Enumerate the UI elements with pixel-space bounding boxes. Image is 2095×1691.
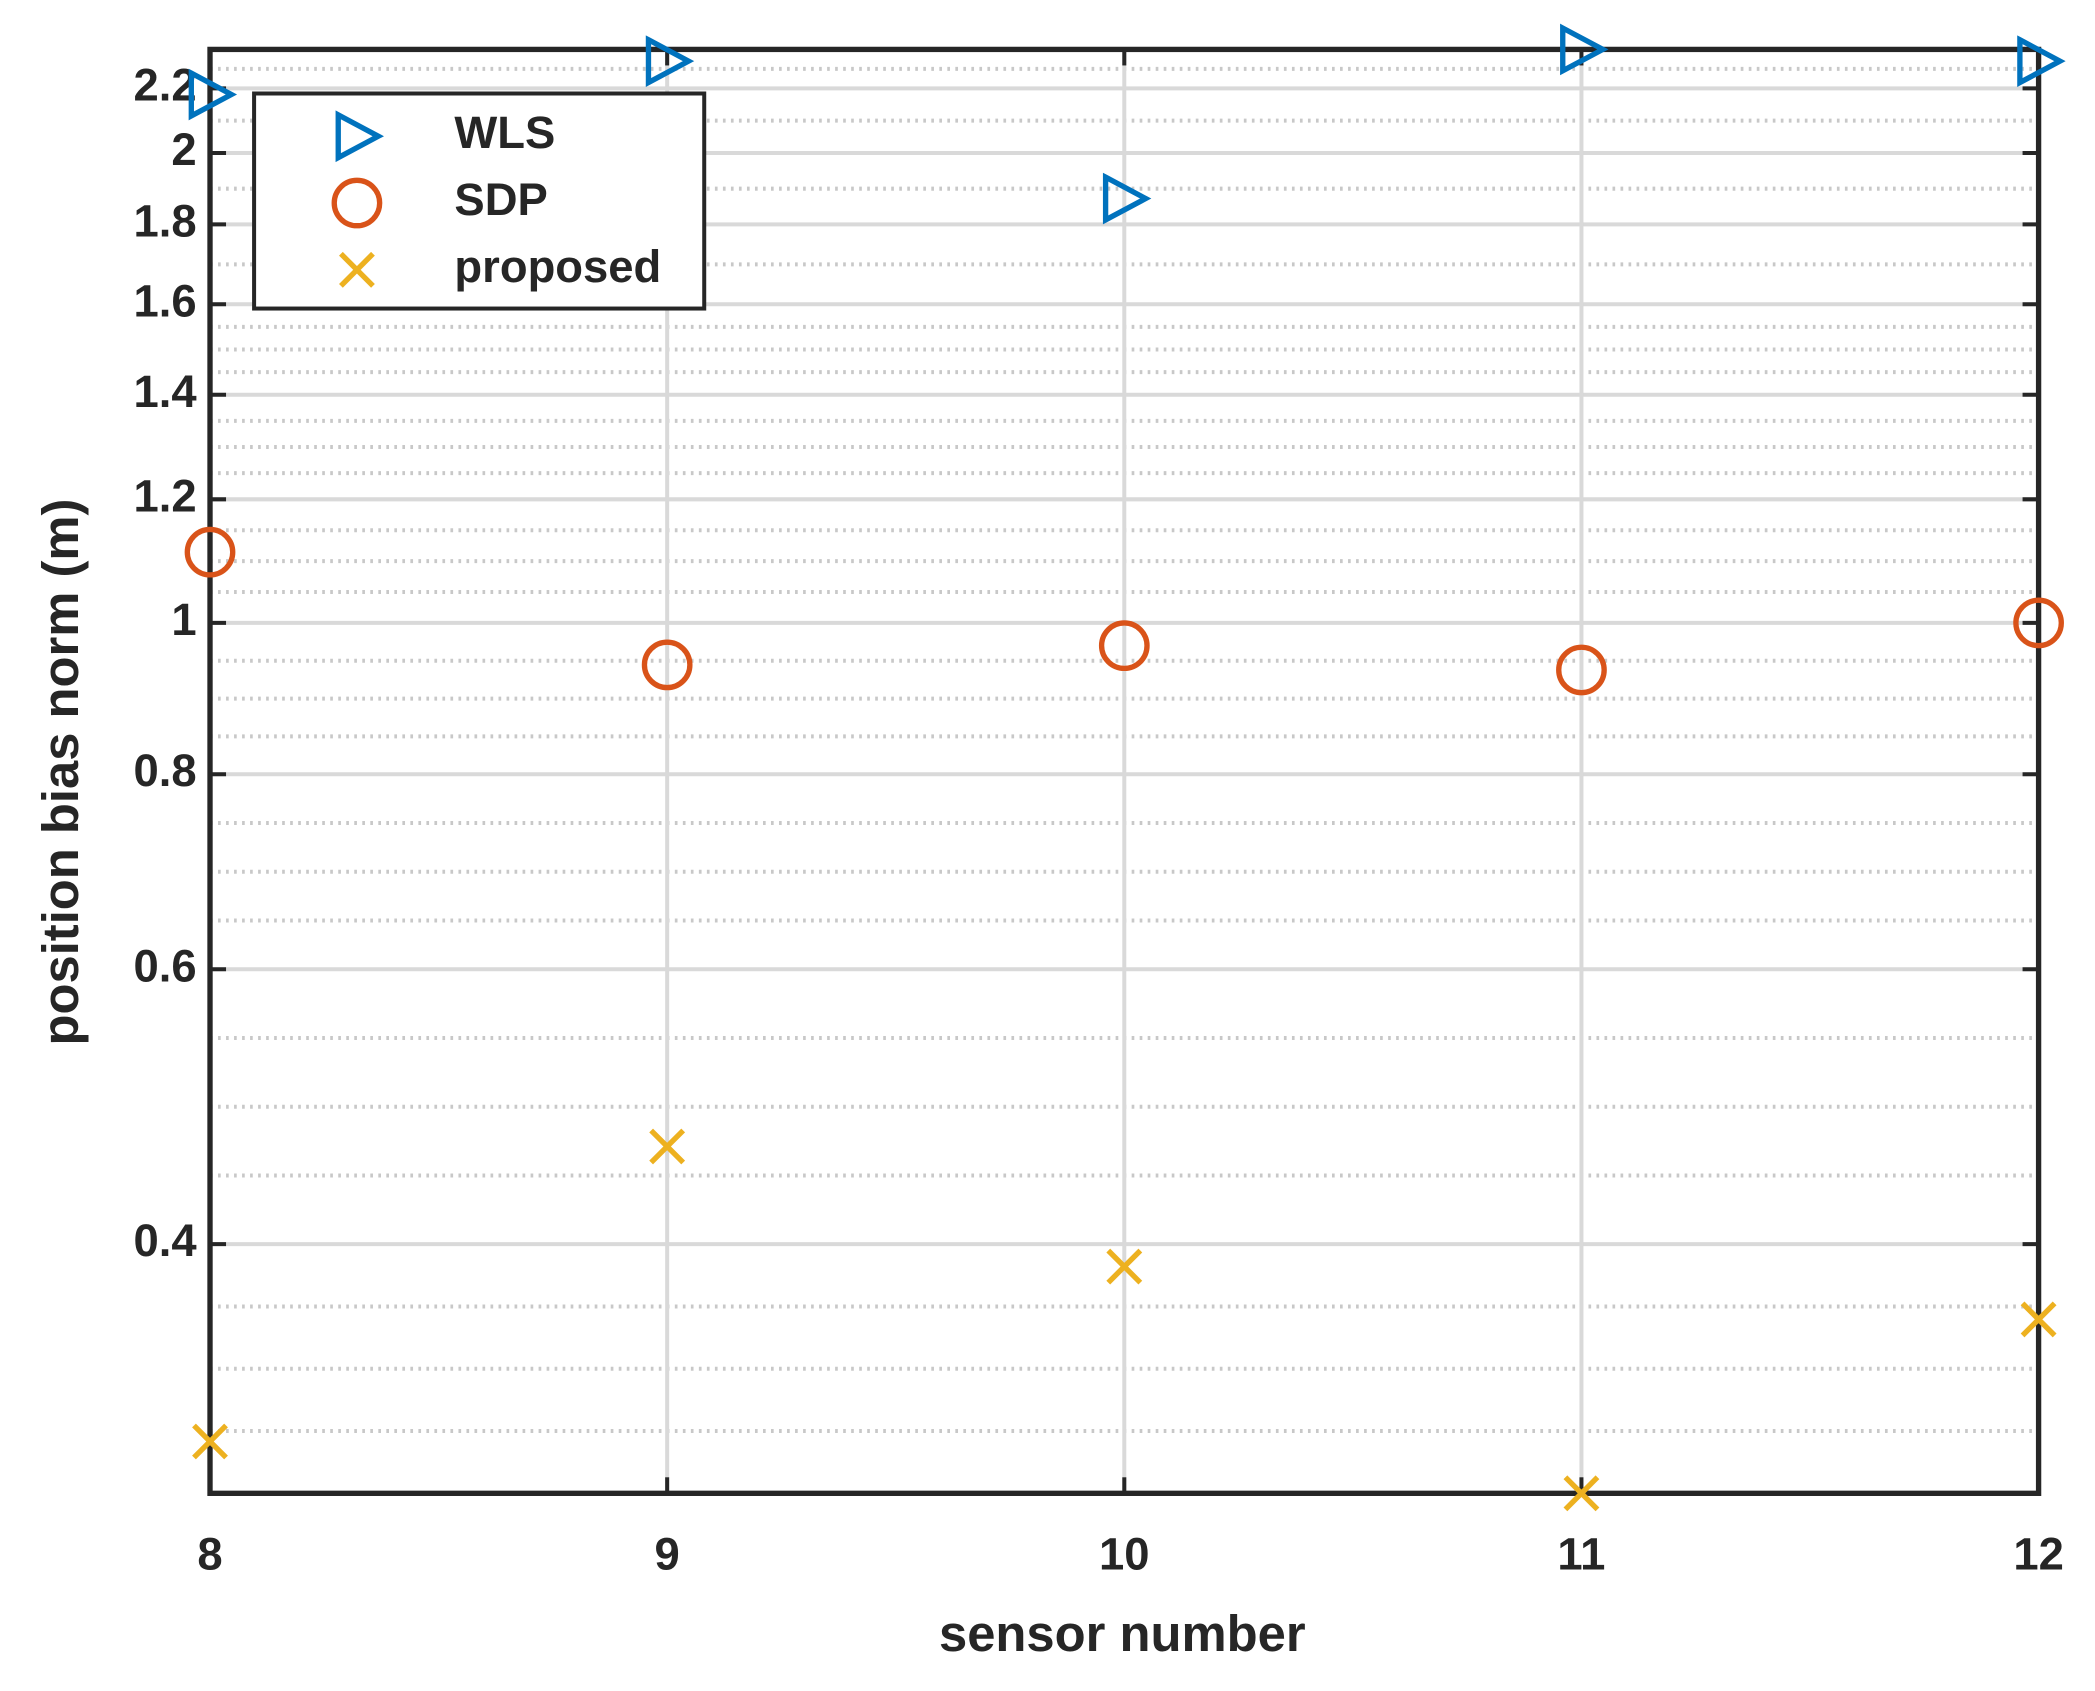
data-point [188,68,238,121]
legend-label: SDP [454,174,547,225]
y-tick-label: 1 [171,594,196,645]
y-axis-label: position bias norm (m) [32,499,89,1046]
data-point [641,639,693,691]
data-point [2017,35,2066,87]
y-tick-label: 1.8 [134,195,197,246]
data-point [1106,1248,1143,1285]
x-tick-label: 8 [197,1528,222,1579]
x-tick-label: 12 [2013,1528,2064,1579]
data-point [1098,620,1150,672]
y-tick-label: 2.2 [134,59,197,110]
y-tick-label: 1.6 [134,275,197,326]
data-point [1556,644,1607,696]
data-point [2013,597,2064,649]
y-tick-label: 1.4 [134,366,198,417]
legend-marker [335,110,384,163]
plot-frame [207,46,2042,1496]
data-point [1563,1475,1600,1512]
x-tick-label: 9 [655,1528,680,1579]
data-point [192,1423,228,1460]
legend-label: proposed [454,241,661,292]
y-tick-label: 0.8 [134,745,197,796]
legend-marker [331,177,383,229]
x-tick-label: 11 [1557,1528,1605,1579]
x-tick-label: 10 [1099,1528,1150,1579]
data-point [649,1128,686,1165]
data-point [184,526,236,578]
legend-box [252,91,707,311]
data-point [2020,1301,2057,1338]
data-point [1560,23,1609,76]
data-point [645,35,695,87]
x-axis-label: sensor number [939,1605,1306,1662]
y-tick-label: 0.4 [134,1215,198,1266]
y-tick-label: 2 [171,124,196,175]
y-tick-label: 1.2 [134,470,197,521]
y-tick-label: 0.6 [134,940,197,991]
data-point [1102,172,1152,225]
legend-label: WLS [454,107,555,158]
legend-marker [339,251,375,288]
